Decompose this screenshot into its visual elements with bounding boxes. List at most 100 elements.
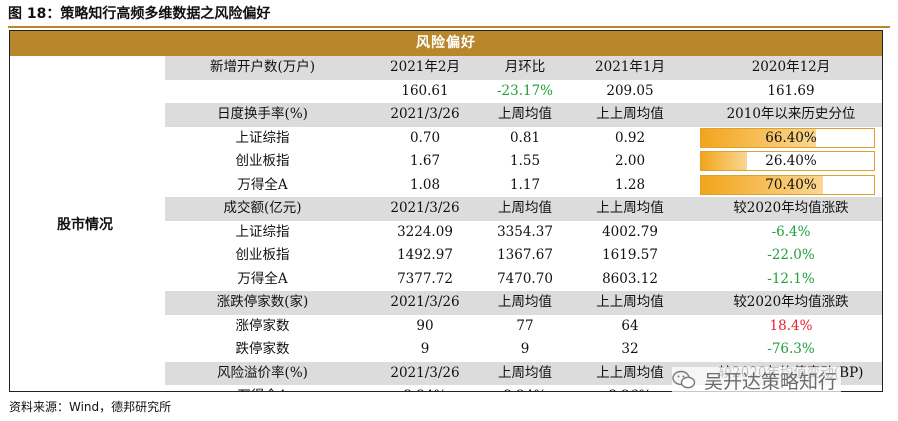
table-cell: 2021/3/26 bbox=[390, 364, 460, 381]
table-grid: 新增开户数(万户) 2021年2月 月环比 2021年1月 2020年12月 160.61… bbox=[165, 56, 882, 391]
percentile-bar bbox=[700, 127, 875, 148]
row-label: 涨跌停家数(家) bbox=[216, 294, 309, 310]
table-cell: 月环比 bbox=[504, 59, 546, 75]
table-cell: 90 bbox=[416, 317, 434, 334]
table-cell: 上周均值 bbox=[498, 364, 552, 381]
table-band-title: 风险偏好 bbox=[10, 31, 882, 56]
table-cell: 8603.12 bbox=[602, 270, 658, 287]
percentile-bar-fill bbox=[701, 128, 816, 147]
table-cell: 2.00 bbox=[614, 153, 646, 169]
table-cell: 2021年2月 bbox=[390, 59, 460, 75]
table-cell: 1.28 bbox=[614, 176, 646, 193]
percentile-value: 66.40% bbox=[765, 129, 817, 146]
table-row: 涨停家数 90 77 64 18.4% bbox=[165, 315, 882, 339]
table-cell: 上上周均值 bbox=[596, 294, 664, 310]
table-cell: 1.55 bbox=[509, 153, 541, 169]
table-cell: 3.26% bbox=[570, 385, 690, 391]
table-cell: 77 bbox=[516, 317, 534, 334]
table-cell: 较2020年均值涨跌 bbox=[733, 294, 849, 310]
table-cell: 7470.70 bbox=[497, 270, 553, 287]
percentile-value: 70.40% bbox=[765, 176, 817, 193]
table-cell: 2021/3/26 bbox=[390, 106, 460, 122]
table-cell: 2021年1月 bbox=[595, 59, 665, 75]
table-cell: -6.4% bbox=[771, 223, 811, 240]
table-cell: 0.92 bbox=[614, 129, 646, 146]
percentile-bar bbox=[700, 151, 875, 171]
table-cell: 9 bbox=[520, 341, 530, 357]
table-cell: 1367.67 bbox=[497, 247, 553, 263]
table-cell: 上上周均值 bbox=[596, 106, 664, 122]
table-header-row: 涨跌停家数(家) 2021/3/26 上周均值 上上周均值 较2020年均值涨跌 bbox=[165, 291, 882, 315]
row-label: 日度换手率(%) bbox=[217, 106, 308, 122]
wechat-icon bbox=[672, 370, 696, 389]
table-cell: 1.08 bbox=[409, 176, 441, 193]
table-cell: 0.70 bbox=[409, 129, 441, 146]
row-label: 风险溢价率(%) bbox=[217, 364, 308, 381]
section-label: 股市情况 bbox=[57, 216, 113, 233]
table-header-row: 成交额(亿元) 2021/3/26 上周均值 上上周均值 较2020年均值涨跌 bbox=[165, 197, 882, 221]
table-cell: 上周均值 bbox=[498, 200, 552, 216]
table-cell: 1.17 bbox=[509, 176, 541, 193]
table-cell: 1492.97 bbox=[397, 247, 453, 263]
table-cell: 161.69 bbox=[767, 82, 815, 99]
table-row: 创业板指 1492.97 1367.67 1619.57 -22.0% bbox=[165, 244, 882, 268]
table-row: 上证综指 3224.09 3354.37 4002.79 -6.4% bbox=[165, 221, 882, 245]
table-cell: -22.0% bbox=[767, 247, 815, 263]
table-cell: 7377.72 bbox=[397, 270, 453, 287]
row-label: 上证综指 bbox=[235, 223, 290, 240]
table-row: 上证综指 0.70 0.81 0.92 66.40% bbox=[165, 127, 882, 151]
table-cell: 32 bbox=[621, 341, 639, 357]
table-cell: 3224.09 bbox=[397, 223, 453, 240]
table-cell: 2021/3/26 bbox=[390, 294, 460, 310]
table-cell: 上上周均值 bbox=[596, 200, 664, 216]
watermark: 吴开达策略知行 bbox=[672, 367, 842, 393]
table-cell: 4002.79 bbox=[602, 223, 658, 240]
table-row: 万得全A 7377.72 7470.70 8603.12 -12.1% bbox=[165, 268, 882, 292]
figure-title: 图 18：策略知行高频多维数据之风险偏好 bbox=[8, 2, 890, 28]
table-cell: 2020年12月 bbox=[751, 59, 831, 75]
row-label: 上证综指 bbox=[235, 129, 290, 146]
table-cell: 0.81 bbox=[509, 129, 541, 146]
table-cell: 3354.37 bbox=[497, 223, 553, 240]
row-label: 创业板指 bbox=[235, 247, 290, 263]
table-cell: 209.05 bbox=[606, 82, 654, 99]
table-row: 万得全A 1.08 1.17 1.28 70.40% bbox=[165, 174, 882, 198]
table-cell: 上上周均值 bbox=[596, 364, 664, 381]
row-label: 新增开户数(万户) bbox=[209, 59, 316, 75]
watermark-text: 吴开达策略知行 bbox=[704, 370, 838, 393]
table-cell: 3.24% bbox=[485, 385, 565, 391]
table-row: 跌停家数 9 9 32 -76.3% bbox=[165, 338, 882, 362]
source-note: 资料来源：Wind，德邦研究所 bbox=[9, 400, 172, 414]
row-label: 成交额(亿元) bbox=[223, 200, 302, 216]
table-cell: 上周均值 bbox=[498, 294, 552, 310]
row-label: 涨停家数 bbox=[235, 317, 290, 334]
table-cell: 18.4% bbox=[769, 317, 813, 334]
table-cell: 160.61 bbox=[401, 82, 449, 99]
percentile-bar-fill bbox=[701, 152, 747, 170]
row-label: 万得全A bbox=[165, 385, 360, 391]
table-cell: 2010年以来历史分位 bbox=[726, 106, 856, 122]
table-row: 万得全A 3.34% 3.24% 3.26% bbox=[165, 385, 882, 391]
table-cell: 64 bbox=[621, 317, 639, 334]
row-label bbox=[165, 80, 360, 104]
percentile-bar bbox=[700, 174, 875, 195]
table-cell: 9 bbox=[420, 341, 430, 357]
table-cell: -12.1% bbox=[767, 270, 815, 287]
table-header-row: 日度换手率(%) 2021/3/26 上周均值 上上周均值 2010年以来历史分位 bbox=[165, 103, 882, 127]
table-cell: 1.67 bbox=[409, 153, 441, 169]
table-row: 160.61 -23.17% 209.05 161.69 bbox=[165, 80, 882, 104]
row-label: 万得全A bbox=[237, 270, 288, 287]
percentile-bar-fill bbox=[701, 175, 823, 194]
table-header-row: 新增开户数(万户) 2021年2月 月环比 2021年1月 2020年12月 bbox=[165, 56, 882, 80]
row-label: 万得全A bbox=[237, 176, 288, 193]
table-cell: 1619.57 bbox=[602, 247, 658, 263]
risk-appetite-table: 风险偏好 股市情况 新增开户数(万户) 2021年2月 月环比 2021年1月 2020… bbox=[9, 30, 883, 392]
table-row: 创业板指 1.67 1.55 2.00 26.40% bbox=[165, 150, 882, 174]
percentile-value: 26.40% bbox=[765, 153, 817, 169]
table-cell: 2021/3/26 bbox=[390, 200, 460, 216]
table-cell: -23.17% bbox=[496, 82, 554, 99]
table-cell: 较2020年均值涨跌 bbox=[733, 200, 849, 216]
row-label: 创业板指 bbox=[235, 153, 290, 169]
table-cell: -76.3% bbox=[767, 341, 815, 357]
row-label: 跌停家数 bbox=[235, 341, 290, 357]
